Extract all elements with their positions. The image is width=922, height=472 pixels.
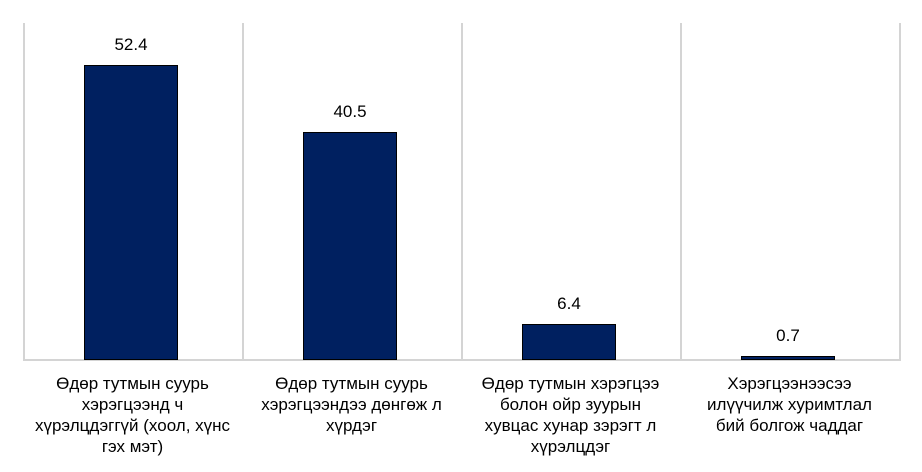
category-label-2: Өдөр тутмын суурь хэрэгцээндээ дөнгөж л … <box>261 374 442 435</box>
category-label-4: Хэрэгцээнээсээ илүүчилж хуримтлал бий бо… <box>707 374 872 435</box>
bar-3 <box>522 324 616 360</box>
value-label-3: 6.4 <box>557 294 581 313</box>
gridline <box>899 23 901 360</box>
bar-4 <box>741 356 835 360</box>
category-label-3: Өдөр тутмын хэрэгцээ болон ойр зуурын ху… <box>481 374 660 456</box>
value-label-1: 52.4 <box>114 35 148 54</box>
category-label-1: Өдөр тутмын суурь хэрэгцээнд ч хүрэлцдэг… <box>34 374 231 456</box>
bar-2 <box>303 132 397 360</box>
plot-area <box>23 23 901 361</box>
gridline <box>461 23 463 360</box>
value-label-2: 40.5 <box>333 102 367 121</box>
gridline <box>23 23 25 360</box>
bar-1 <box>84 65 178 360</box>
value-label-4: 0.7 <box>776 326 800 345</box>
gridline <box>242 23 244 360</box>
gridline <box>680 23 682 360</box>
x-axis-line <box>23 359 901 361</box>
